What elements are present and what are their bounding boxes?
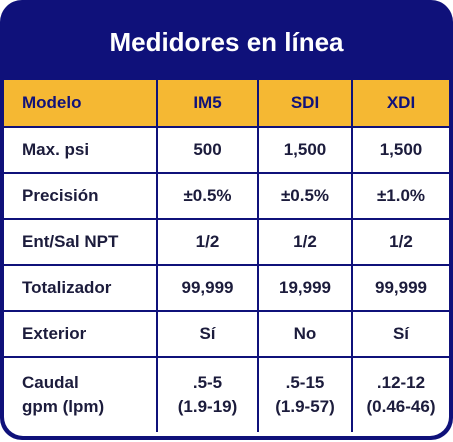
table-cell: ±0.5% bbox=[156, 172, 259, 220]
header-cell: Modelo bbox=[4, 80, 158, 128]
table-cell: .5-15 (1.9-57) bbox=[257, 356, 353, 432]
header-cell: XDI bbox=[351, 80, 449, 128]
table-cell: 19,999 bbox=[257, 264, 353, 312]
table-header: Modelo IM5 SDI XDI bbox=[4, 80, 449, 128]
table-cell: ±0.5% bbox=[257, 172, 353, 220]
table-cell: No bbox=[257, 310, 353, 358]
row-label: Precisión bbox=[4, 172, 158, 220]
table-row: Caudal gpm (lpm) .5-5 (1.9-19) .5-15 (1.9-… bbox=[4, 356, 449, 432]
table-cell: 99,999 bbox=[156, 264, 259, 312]
header-row: Modelo IM5 SDI XDI bbox=[4, 80, 449, 128]
table-body: Max. psi 500 1,500 1,500 Precisión ±0.5% ±0.5%… bbox=[4, 126, 449, 432]
row-label: Caudal gpm (lpm) bbox=[4, 356, 158, 432]
table-cell: Sí bbox=[156, 310, 259, 358]
table-cell: 99,999 bbox=[351, 264, 449, 312]
row-label: Max. psi bbox=[4, 126, 158, 174]
table-row: Precisión ±0.5% ±0.5% ±1.0% bbox=[4, 172, 449, 220]
table-cell: .12-12 (0.46-46) bbox=[351, 356, 449, 432]
spec-table: Modelo IM5 SDI XDI Max. psi 500 1,500 1,500 Pre… bbox=[4, 80, 449, 432]
table-cell: ±1.0% bbox=[351, 172, 449, 220]
table-cell: 1/2 bbox=[156, 218, 259, 266]
header-cell: IM5 bbox=[156, 80, 259, 128]
row-label: Exterior bbox=[4, 310, 158, 358]
table-wrap: Modelo IM5 SDI XDI Max. psi 500 1,500 1,500 Pre… bbox=[4, 80, 449, 436]
card-title: Medidores en línea bbox=[109, 27, 344, 57]
table-cell: 1/2 bbox=[351, 218, 449, 266]
table-row: Max. psi 500 1,500 1,500 bbox=[4, 126, 449, 174]
table-cell: 1,500 bbox=[257, 126, 353, 174]
table-row: Ent/Sal NPT 1/2 1/2 1/2 bbox=[4, 218, 449, 266]
table-cell: 1,500 bbox=[351, 126, 449, 174]
row-label: Ent/Sal NPT bbox=[4, 218, 158, 266]
table-row: Totalizador 99,999 19,999 99,999 bbox=[4, 264, 449, 312]
table-cell: Sí bbox=[351, 310, 449, 358]
row-label: Totalizador bbox=[4, 264, 158, 312]
header-cell: SDI bbox=[257, 80, 353, 128]
table-cell: .5-5 (1.9-19) bbox=[156, 356, 259, 432]
table-row: Exterior Sí No Sí bbox=[4, 310, 449, 358]
table-cell: 1/2 bbox=[257, 218, 353, 266]
table-cell: 500 bbox=[156, 126, 259, 174]
